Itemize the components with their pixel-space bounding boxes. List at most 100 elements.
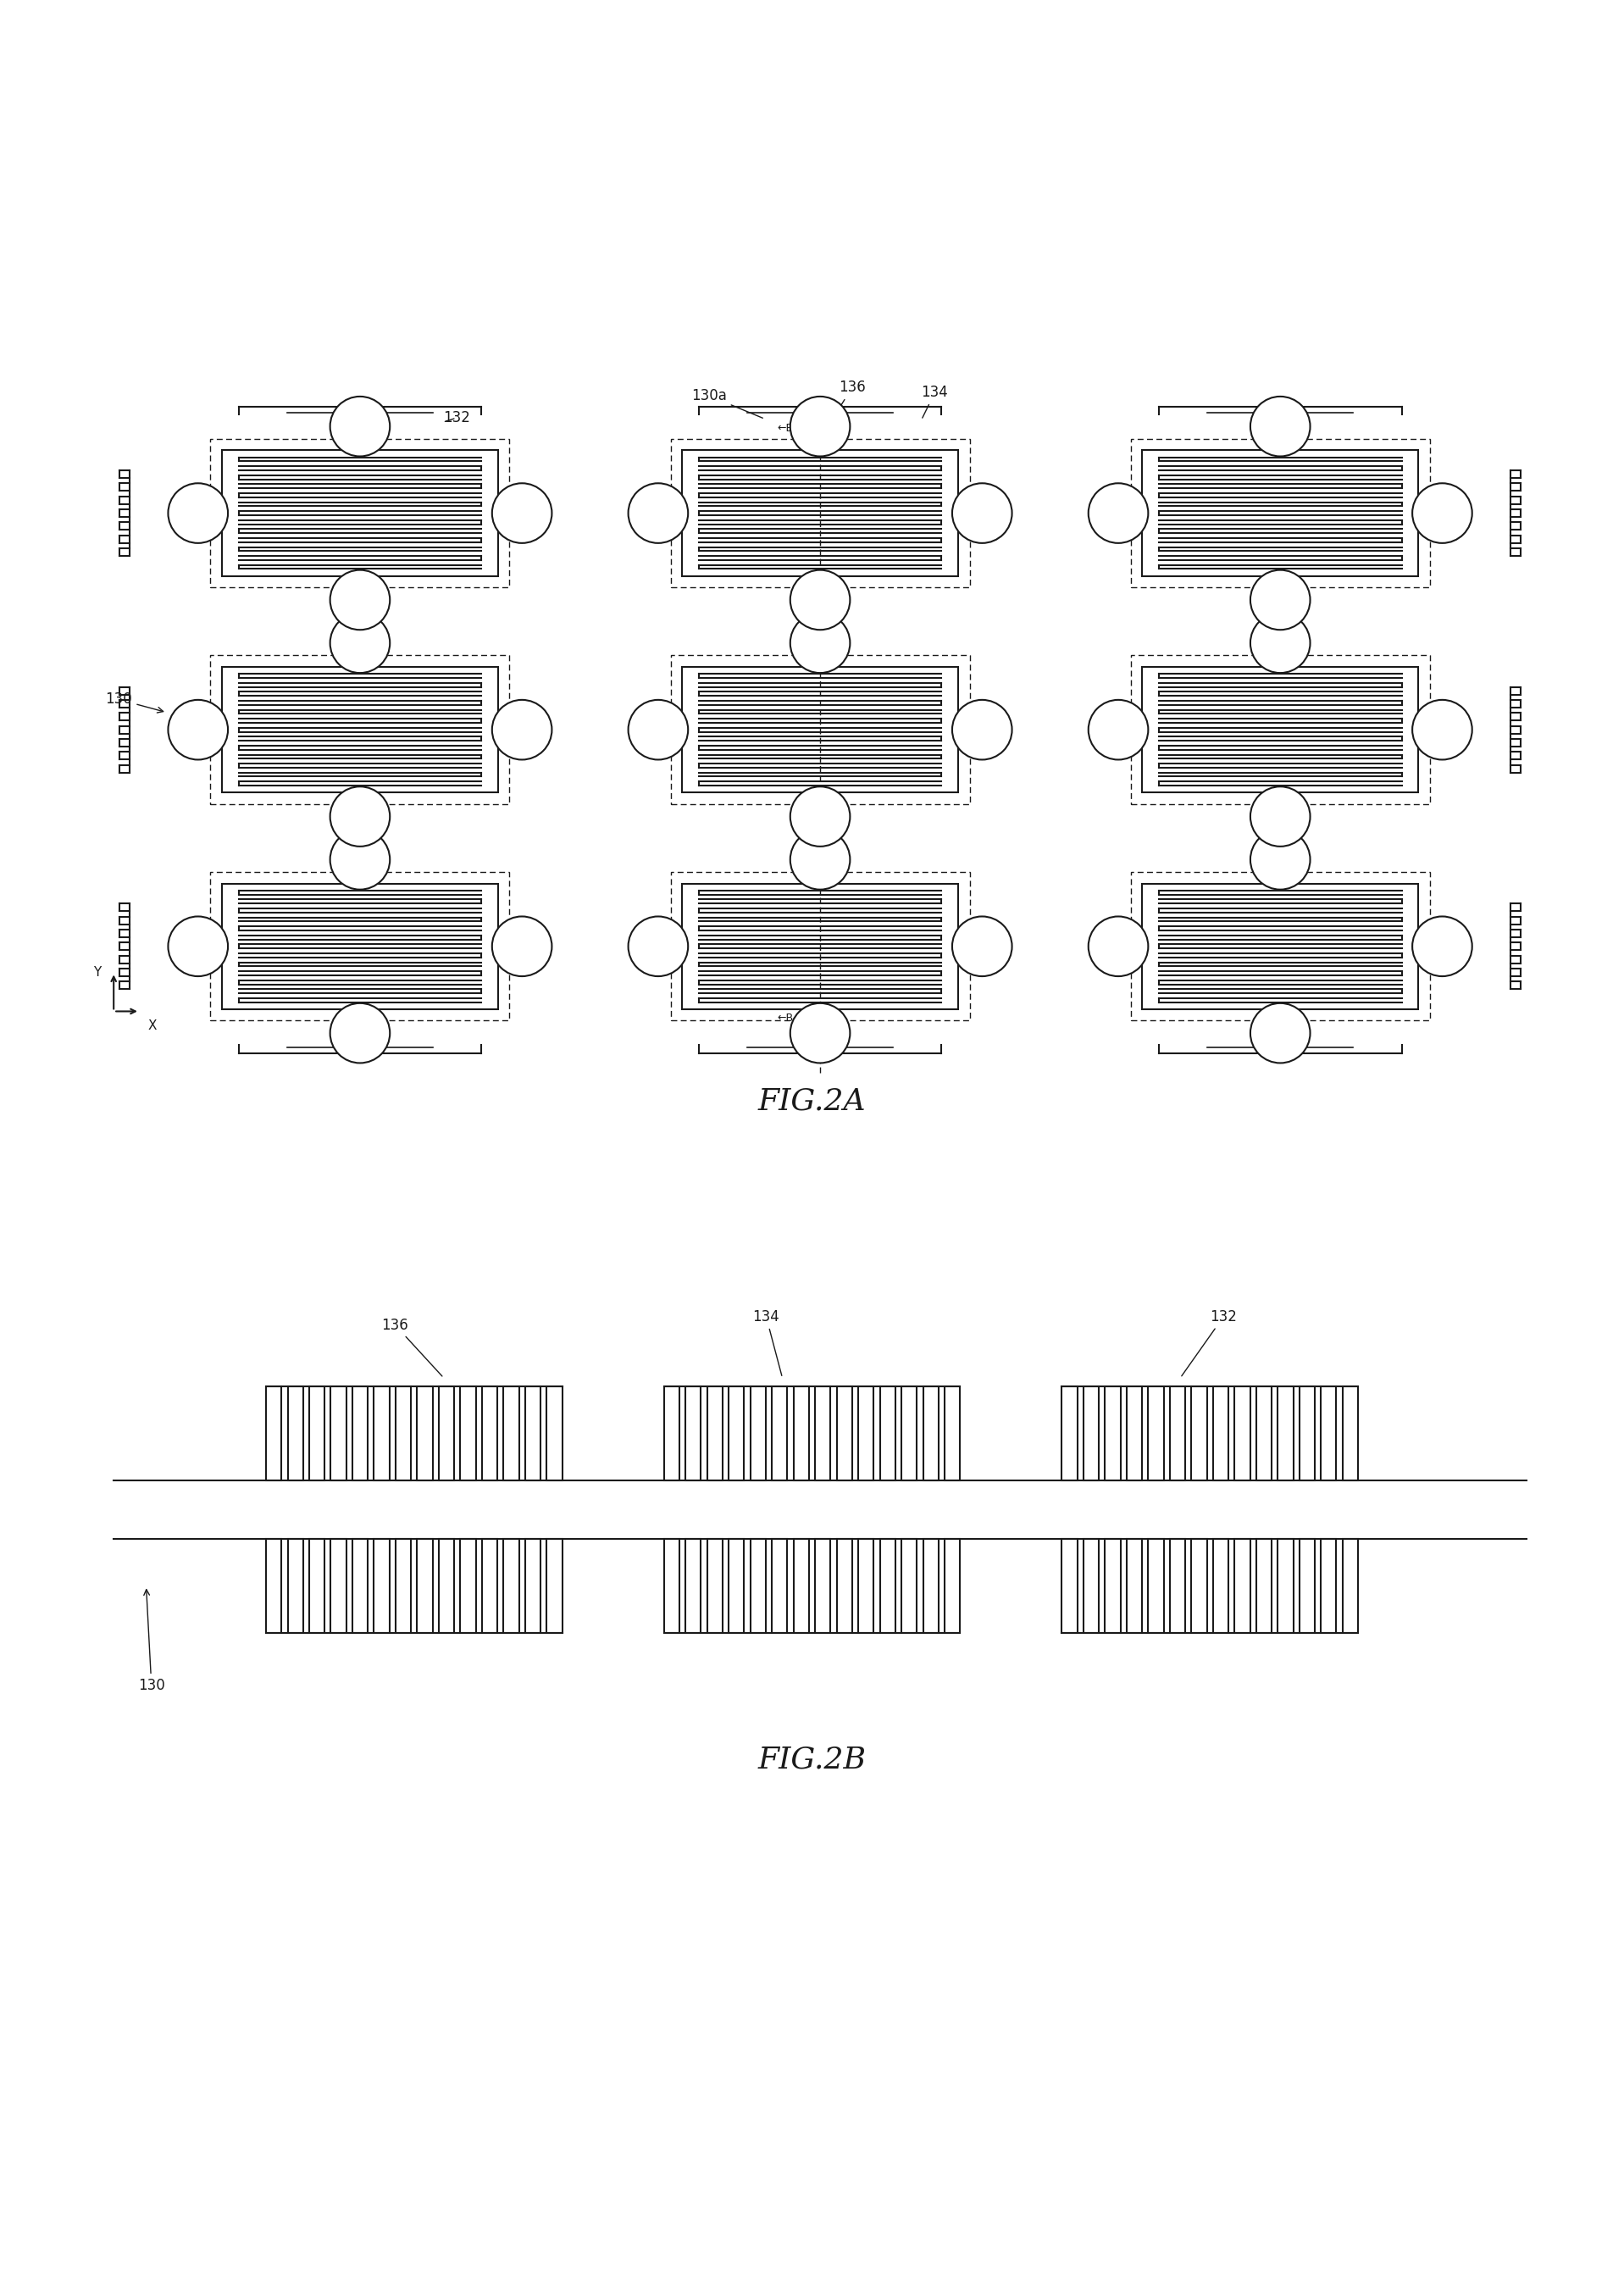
Text: FIG.2A: FIG.2A	[758, 1087, 866, 1117]
Bar	[880, 1387, 895, 1480]
Bar	[1083, 1540, 1099, 1634]
Text: 132: 132	[443, 410, 469, 426]
Bar	[836, 1540, 853, 1634]
Circle shape	[791, 570, 849, 629]
Bar	[352, 1540, 367, 1634]
Circle shape	[1250, 1002, 1311, 1064]
Bar	[309, 1387, 325, 1480]
Bar	[547, 1540, 562, 1634]
Bar	[901, 1540, 918, 1634]
Bar	[706, 1387, 723, 1480]
Circle shape	[791, 613, 849, 673]
Bar	[1148, 1387, 1163, 1480]
Circle shape	[1250, 831, 1311, 890]
Circle shape	[492, 917, 552, 977]
Bar	[287, 1387, 304, 1480]
Circle shape	[169, 700, 227, 760]
Bar	[331, 1540, 346, 1634]
Bar	[671, 654, 970, 803]
Bar	[1169, 1387, 1186, 1480]
Bar	[461, 1540, 476, 1634]
Circle shape	[492, 700, 552, 760]
Circle shape	[628, 917, 689, 977]
Bar	[503, 1387, 520, 1480]
Bar	[1192, 1387, 1207, 1480]
Bar	[1343, 1387, 1358, 1480]
Bar	[396, 1540, 411, 1634]
Bar	[729, 1387, 744, 1480]
Circle shape	[1088, 700, 1148, 760]
Bar	[706, 1540, 723, 1634]
Bar	[1169, 1540, 1186, 1634]
Bar	[525, 1387, 541, 1480]
Circle shape	[330, 613, 390, 673]
Bar	[309, 1540, 325, 1634]
Bar	[211, 439, 510, 588]
Circle shape	[1250, 613, 1311, 673]
Text: 132: 132	[1182, 1309, 1237, 1375]
Circle shape	[791, 787, 849, 847]
Circle shape	[1413, 700, 1471, 760]
Bar	[417, 1387, 432, 1480]
Circle shape	[330, 1002, 390, 1064]
Bar	[287, 1540, 304, 1634]
Circle shape	[952, 483, 1012, 542]
Bar	[1257, 1540, 1272, 1634]
Bar	[211, 872, 510, 1020]
Bar	[664, 1540, 679, 1634]
Bar	[374, 1540, 390, 1634]
Bar	[794, 1540, 809, 1634]
Bar	[1299, 1540, 1315, 1634]
Bar	[859, 1387, 874, 1480]
Circle shape	[330, 787, 390, 847]
Bar	[266, 1387, 281, 1480]
Text: 134: 134	[754, 1309, 781, 1375]
Bar	[503, 1540, 520, 1634]
Bar	[1278, 1387, 1293, 1480]
Bar	[1320, 1540, 1337, 1634]
Bar	[1130, 439, 1429, 588]
Bar	[266, 1540, 281, 1634]
Bar	[682, 451, 958, 577]
Text: ←B: ←B	[778, 423, 794, 435]
Bar	[1213, 1540, 1228, 1634]
Bar	[750, 1387, 767, 1480]
Bar	[1142, 451, 1418, 577]
Bar	[750, 1540, 767, 1634]
Bar	[685, 1540, 702, 1634]
Bar	[671, 439, 970, 588]
Bar	[1213, 1387, 1228, 1480]
Circle shape	[952, 700, 1012, 760]
Circle shape	[1088, 483, 1148, 542]
Bar	[1127, 1540, 1142, 1634]
Bar	[461, 1387, 476, 1480]
Bar	[1142, 666, 1418, 792]
Bar	[396, 1387, 411, 1480]
Bar	[729, 1540, 744, 1634]
Text: 136: 136	[835, 380, 866, 414]
Circle shape	[330, 396, 390, 455]
Text: ←B: ←B	[778, 1011, 794, 1023]
Bar	[1320, 1387, 1337, 1480]
Bar	[547, 1387, 562, 1480]
Bar	[1062, 1387, 1077, 1480]
Bar	[1104, 1387, 1121, 1480]
Text: X: X	[148, 1020, 156, 1032]
Circle shape	[952, 917, 1012, 977]
Bar	[836, 1387, 853, 1480]
Bar	[438, 1540, 455, 1634]
Bar	[211, 654, 510, 803]
Bar	[815, 1387, 830, 1480]
Bar	[222, 451, 499, 577]
Bar	[1148, 1540, 1163, 1634]
Bar	[417, 1540, 432, 1634]
Bar	[1130, 872, 1429, 1020]
Bar	[922, 1387, 939, 1480]
Bar	[880, 1540, 895, 1634]
Circle shape	[169, 483, 227, 542]
Circle shape	[628, 700, 689, 760]
Bar	[1127, 1387, 1142, 1480]
Circle shape	[1250, 570, 1311, 629]
Bar	[1278, 1540, 1293, 1634]
Bar	[374, 1387, 390, 1480]
